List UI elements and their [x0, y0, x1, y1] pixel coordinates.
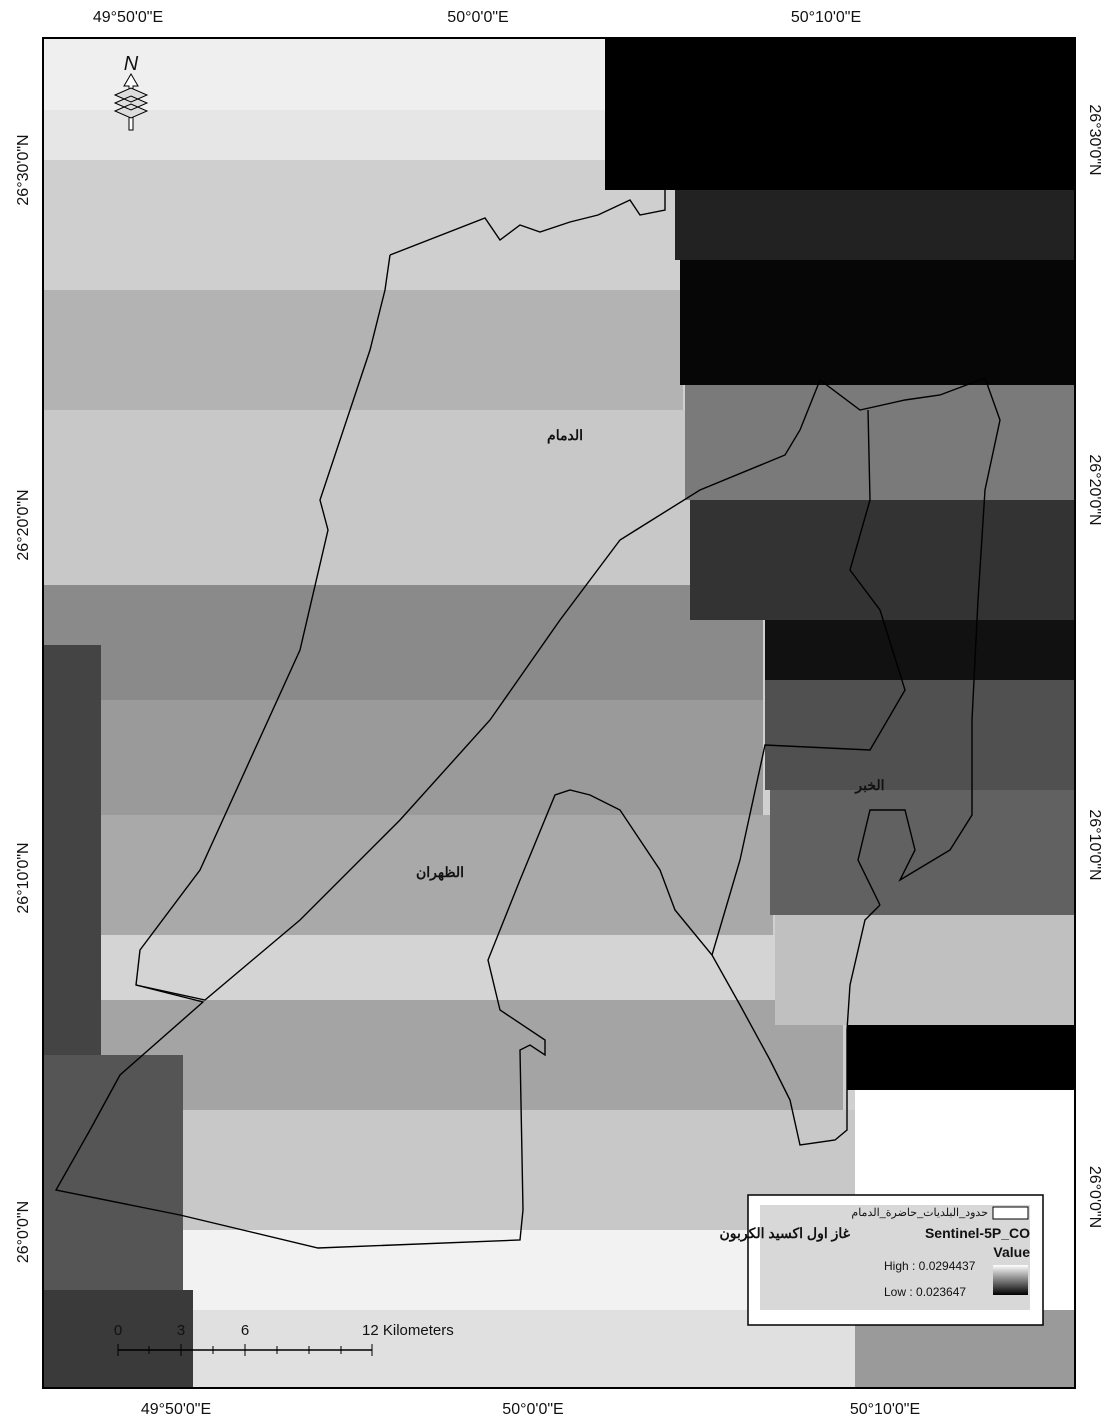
- lat-label: 26°20'0"N: [15, 489, 32, 560]
- legend: حدود_البلديات_حاضرة_الدمام Sentinel-5P_C…: [720, 1195, 1043, 1325]
- lon-label: 50°10'0"E: [850, 1401, 920, 1418]
- map: 49°50'0"E 50°0'0"E 50°10'0"E 49°50'0"E 5…: [0, 0, 1111, 1423]
- legend-field: Value: [993, 1244, 1030, 1260]
- scale-label: 12 Kilometers: [362, 1322, 454, 1339]
- legend-low: Low : 0.023647: [884, 1285, 966, 1299]
- lat-label: 26°30'0"N: [1086, 104, 1103, 175]
- scale-label: 0: [114, 1322, 122, 1339]
- place-label: الدمام: [547, 427, 583, 444]
- lat-label: 26°10'0"N: [1086, 809, 1103, 880]
- lon-label: 50°0'0"E: [447, 9, 508, 26]
- legend-boundary: حدود_البلديات_حاضرة_الدمام: [851, 1207, 988, 1219]
- lon-label: 49°50'0"E: [93, 9, 163, 26]
- raster: [43, 38, 1075, 1388]
- lat-label: 26°10'0"N: [15, 842, 32, 913]
- lon-label: 50°0'0"E: [502, 1401, 563, 1418]
- place-label: الخبر: [854, 777, 884, 794]
- legend-high: High : 0.0294437: [884, 1259, 976, 1273]
- lon-label: 50°10'0"E: [791, 9, 861, 26]
- lat-label: 26°20'0"N: [1086, 454, 1103, 525]
- lon-label: 49°50'0"E: [141, 1401, 211, 1418]
- lat-label: 26°30'0"N: [15, 134, 32, 205]
- scale-label: 3: [177, 1322, 185, 1339]
- legend-layer: Sentinel-5P_CO: [925, 1225, 1030, 1241]
- lat-label: 26°0'0"N: [15, 1201, 32, 1263]
- north-label: N: [124, 53, 139, 75]
- scale-label: 6: [241, 1322, 249, 1339]
- place-label: الظهران: [416, 864, 464, 881]
- legend-layer-ar: غاز اول اكسيد الكربون: [720, 1225, 851, 1242]
- lat-label: 26°0'0"N: [1086, 1166, 1103, 1228]
